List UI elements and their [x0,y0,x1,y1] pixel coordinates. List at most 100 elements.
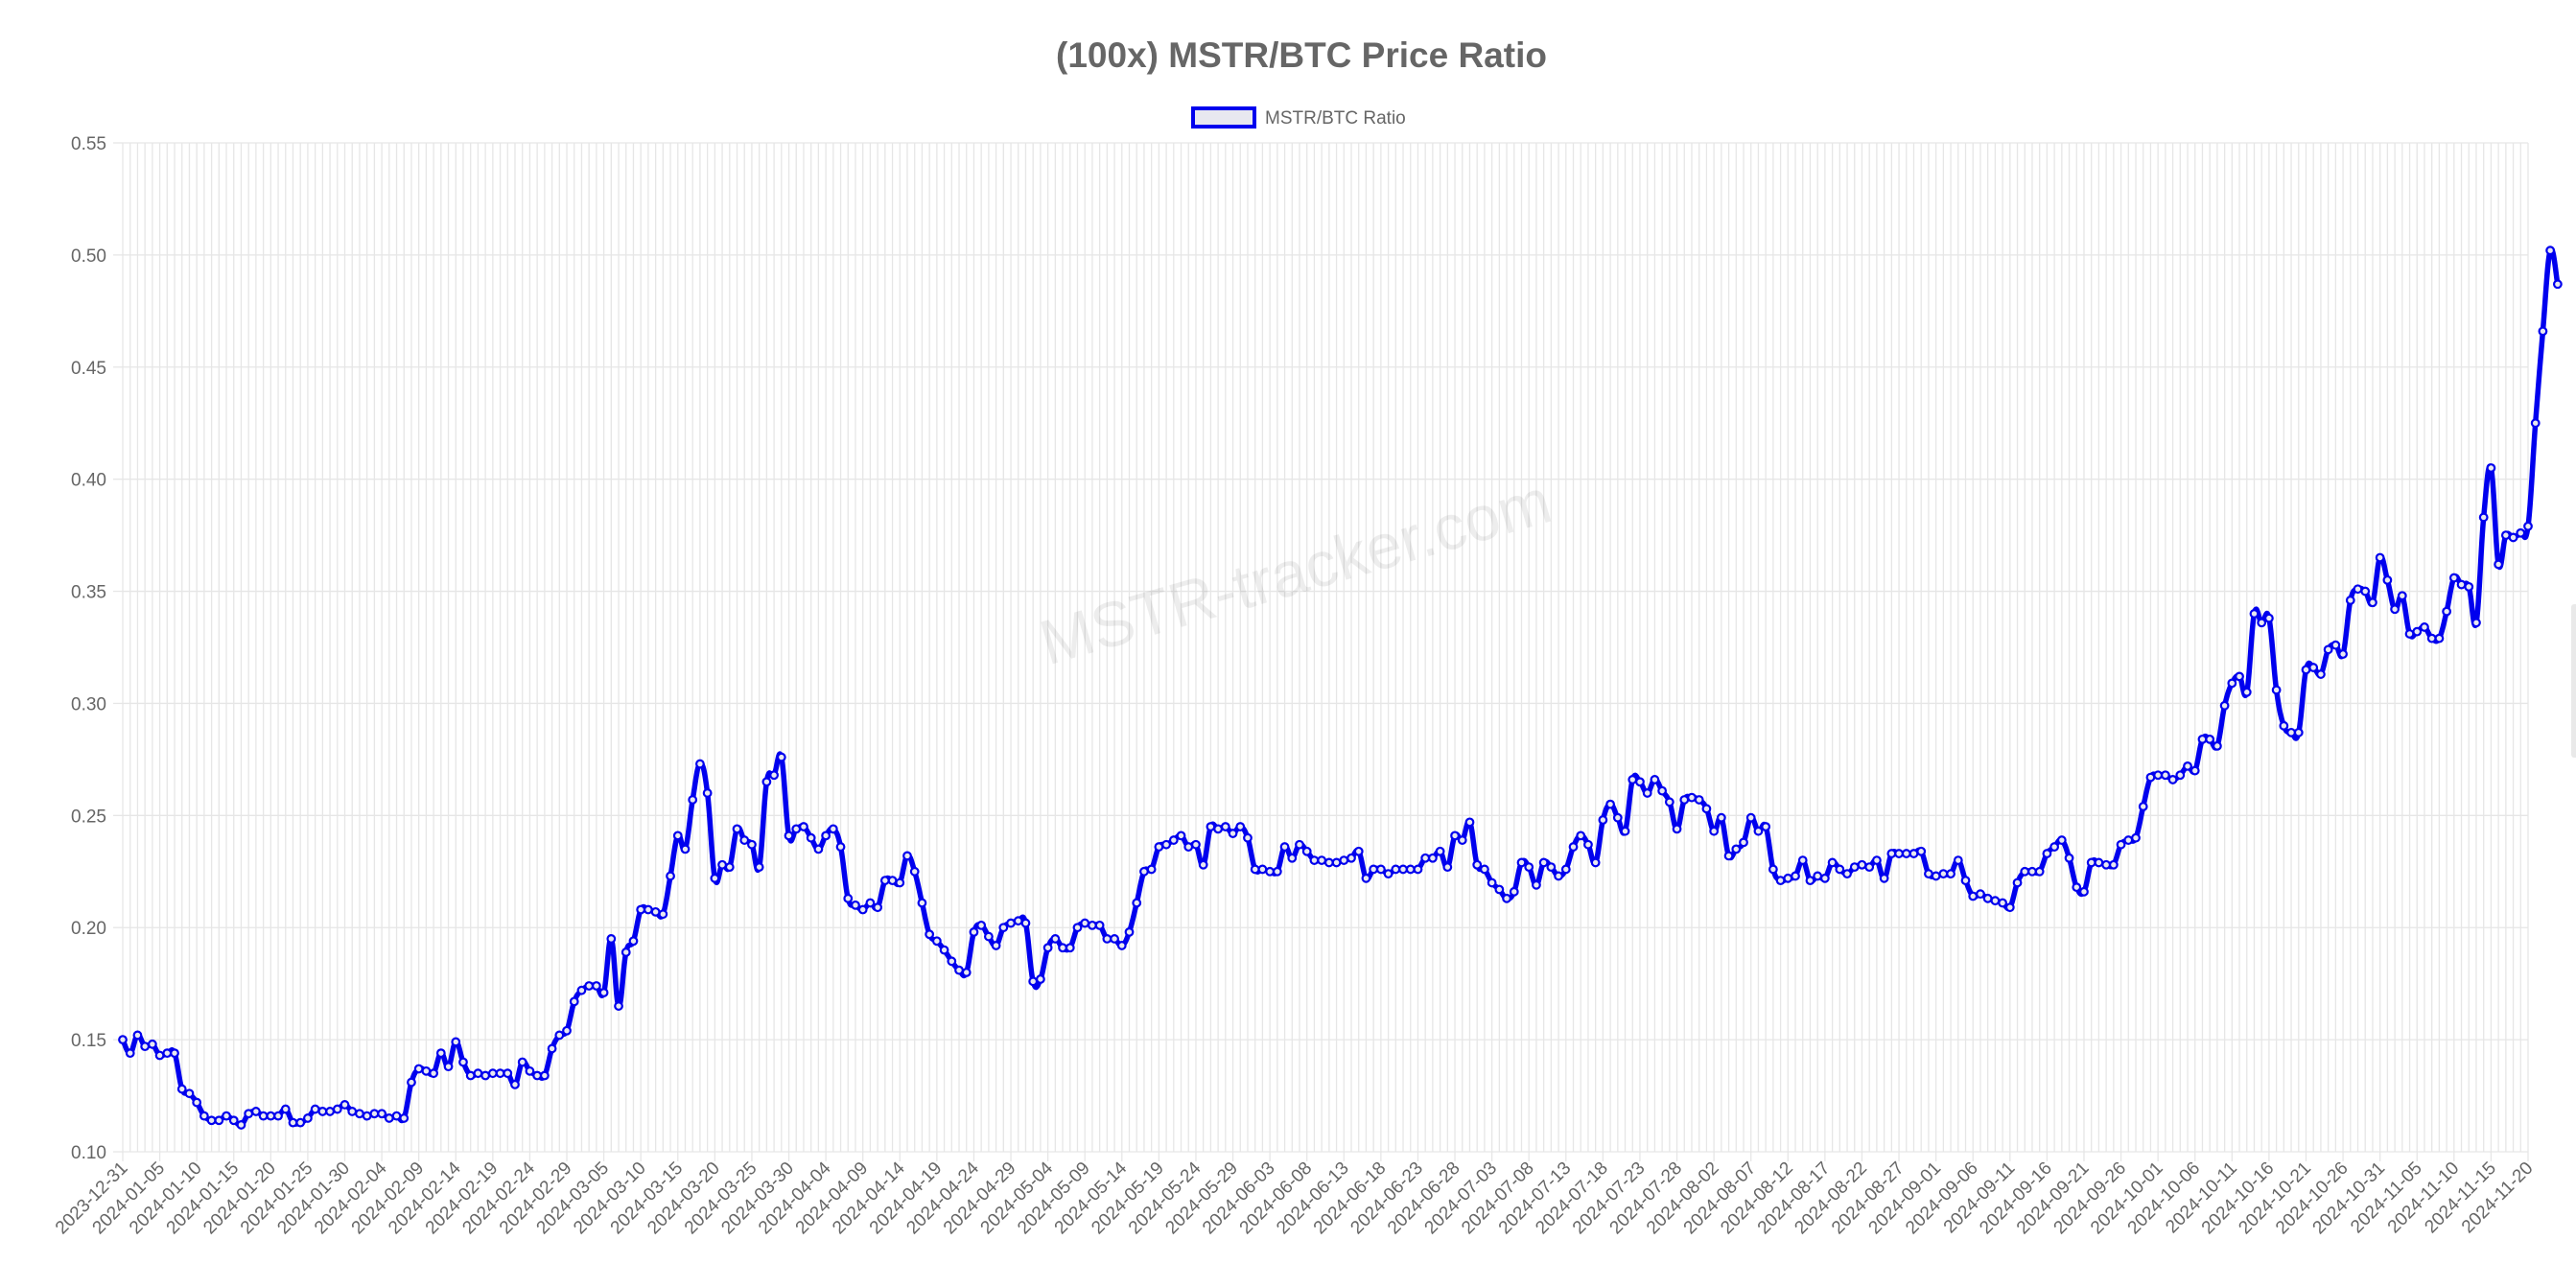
data-point[interactable] [1132,898,1142,908]
data-point[interactable] [1857,859,1867,870]
data-point[interactable] [1472,859,1483,870]
data-point[interactable] [732,824,742,834]
data-point[interactable] [843,893,854,903]
data-point[interactable] [976,920,987,930]
data-point[interactable] [2249,609,2260,619]
data-point[interactable] [1028,976,1039,987]
data-point[interactable] [222,1111,231,1121]
data-point[interactable] [562,1025,572,1036]
data-point[interactable] [266,1111,276,1121]
data-point[interactable] [1982,893,1993,903]
data-point[interactable] [644,904,653,915]
data-point[interactable] [458,1057,468,1067]
data-point[interactable] [407,1077,416,1088]
data-point[interactable] [658,909,668,920]
data-point[interactable] [2042,849,2052,858]
data-point[interactable] [192,1097,202,1108]
data-point[interactable] [1183,842,1194,852]
data-point[interactable] [1287,853,1298,863]
data-point[interactable] [1827,857,1838,868]
data-point[interactable] [2478,512,2489,523]
data-point[interactable] [969,927,979,937]
data-point[interactable] [961,968,972,977]
data-point[interactable] [162,1048,173,1059]
data-point[interactable] [495,1068,505,1079]
data-point[interactable] [776,752,786,762]
data-point[interactable] [1198,859,1208,870]
data-point[interactable] [1612,812,1623,823]
data-point[interactable] [2316,669,2326,679]
data-point[interactable] [1938,869,1949,879]
data-point[interactable] [909,866,920,877]
data-point[interactable] [739,835,750,845]
data-point[interactable] [421,1065,432,1076]
data-point[interactable] [1295,839,1304,850]
data-point[interactable] [1783,873,1793,883]
data-point[interactable] [258,1111,269,1121]
data-point[interactable] [1924,869,1933,879]
data-point[interactable] [510,1079,520,1089]
data-point[interactable] [1383,869,1393,879]
data-point[interactable] [2368,597,2377,608]
data-point[interactable] [2382,574,2393,585]
data-point[interactable] [176,1084,187,1094]
data-point[interactable] [1220,822,1230,831]
data-point[interactable] [154,1050,165,1061]
data-point[interactable] [362,1111,372,1121]
data-point[interactable] [598,988,609,997]
data-point[interactable] [1753,826,1764,836]
data-point[interactable] [2027,866,2037,877]
data-point[interactable] [1265,866,1276,877]
data-point[interactable] [1879,873,1889,883]
data-point[interactable] [1716,812,1726,823]
data-point[interactable] [355,1109,364,1119]
data-point[interactable] [799,822,808,831]
data-point[interactable] [1731,844,1742,854]
data-point[interactable] [925,929,935,940]
data-point[interactable] [443,1062,454,1072]
data-point[interactable] [688,795,698,805]
data-point[interactable] [2227,678,2237,689]
data-point[interactable] [1464,817,1475,828]
data-point[interactable] [1435,846,1445,856]
data-point[interactable] [1650,775,1660,784]
data-point[interactable] [251,1107,261,1116]
data-point[interactable] [303,1113,313,1123]
data-point[interactable] [1088,920,1097,930]
data-point[interactable] [917,898,927,908]
data-point[interactable] [2508,532,2518,543]
data-point[interactable] [1168,835,1179,845]
data-point[interactable] [1768,864,1778,875]
data-point[interactable] [2079,886,2089,897]
data-point[interactable] [2516,527,2526,538]
data-point[interactable] [1916,846,1927,856]
data-point[interactable] [2494,559,2504,570]
data-point[interactable] [310,1104,320,1114]
data-point[interactable] [1709,826,1720,836]
data-point[interactable] [1176,831,1186,841]
data-point[interactable] [1228,829,1238,838]
data-point[interactable] [473,1068,483,1079]
data-point[interactable] [2471,618,2481,628]
data-point[interactable] [1391,864,1401,875]
data-point[interactable] [680,844,691,854]
data-point[interactable] [1050,934,1061,944]
data-point[interactable] [1110,934,1119,944]
data-point[interactable] [1946,869,1955,879]
data-point[interactable] [325,1107,335,1116]
data-point[interactable] [1568,842,1579,852]
data-point[interactable] [280,1104,291,1114]
data-point[interactable] [2004,902,2015,913]
data-point[interactable] [1672,824,1682,834]
data-point[interactable] [2153,770,2164,781]
data-point[interactable] [2486,463,2496,473]
data-point[interactable] [236,1120,246,1130]
data-point[interactable] [1554,871,1563,881]
data-point[interactable] [939,945,949,955]
data-point[interactable] [576,985,587,995]
data-point[interactable] [1524,862,1534,872]
data-point[interactable] [2293,727,2304,737]
data-point[interactable] [2545,246,2556,256]
data-point[interactable] [1323,857,1334,868]
data-point[interactable] [1598,815,1608,825]
